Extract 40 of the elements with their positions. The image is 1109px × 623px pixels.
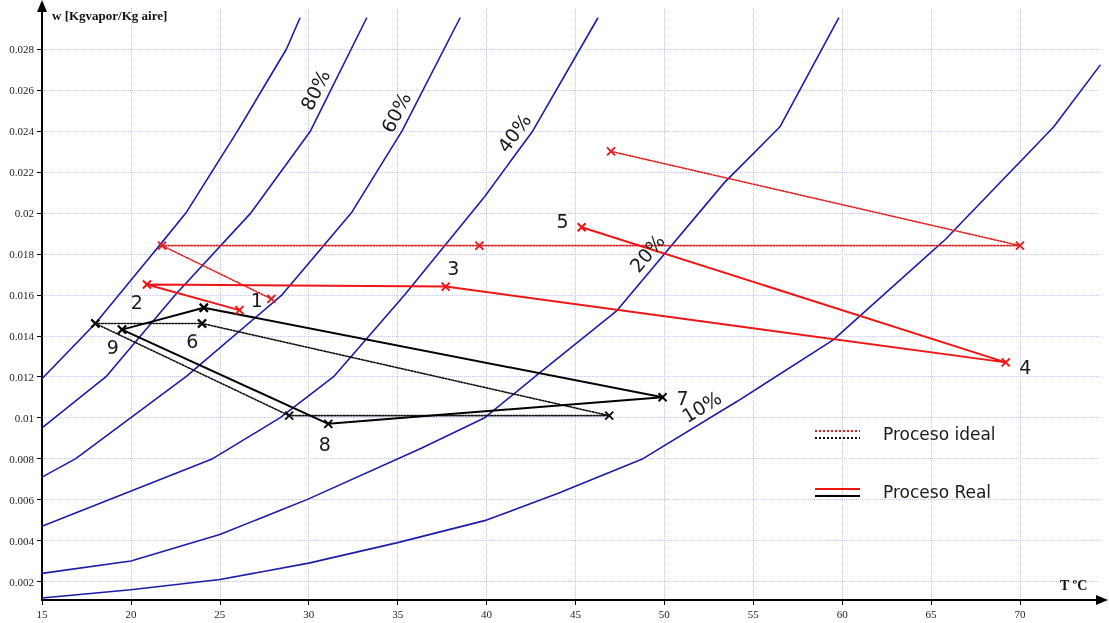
y-tick-label: 0.008 bbox=[9, 452, 35, 465]
y-tick-label: 0.014 bbox=[9, 329, 35, 342]
x-tick-label: 50 bbox=[658, 607, 671, 620]
y-tick-label: 0.022 bbox=[9, 165, 34, 178]
x-tick-label: 65 bbox=[925, 607, 938, 620]
y-tick-label: 0.002 bbox=[9, 575, 34, 588]
x-tick-label: 15 bbox=[36, 607, 48, 620]
x-axis-title: T ºC bbox=[1060, 577, 1088, 593]
x-tick-label: 35 bbox=[392, 607, 404, 620]
y-tick-label: 0.02 bbox=[14, 206, 34, 219]
y-tick-label: 0.012 bbox=[9, 370, 34, 383]
annotation: 80% bbox=[295, 66, 335, 114]
x-tick-label: 60 bbox=[836, 607, 849, 620]
y-tick-label: 0.006 bbox=[9, 493, 35, 506]
annotation: 9 bbox=[106, 336, 119, 359]
annotation: 4 bbox=[1019, 355, 1032, 378]
y-tick-label: 0.004 bbox=[9, 534, 35, 547]
x-tick-label: 45 bbox=[569, 607, 582, 620]
y-tick-label: 0.024 bbox=[9, 124, 35, 137]
annotation: 2 bbox=[130, 290, 143, 313]
annotation: 5 bbox=[556, 210, 569, 233]
annotation: 6 bbox=[186, 329, 199, 352]
y-tick-label: 0.016 bbox=[9, 288, 35, 301]
x-tick-label: 55 bbox=[747, 607, 760, 620]
annotation: 3 bbox=[447, 257, 460, 280]
annotation: 1 bbox=[250, 289, 263, 312]
x-tick-label: 30 bbox=[303, 607, 315, 620]
y-axis-title: w [Kgvapor/Kg aire] bbox=[52, 8, 168, 23]
annotation: 60% bbox=[376, 88, 416, 137]
y-tick-label: 0.028 bbox=[9, 42, 35, 55]
x-tick-label: 25 bbox=[214, 607, 226, 620]
y-tick-label: 0.026 bbox=[9, 83, 35, 96]
legend-label: Proceso ideal bbox=[883, 424, 996, 444]
x-tick-label: 70 bbox=[1014, 607, 1026, 620]
annotation: 8 bbox=[318, 432, 331, 455]
y-tick-label: 0.018 bbox=[9, 247, 35, 260]
x-tick-label: 40 bbox=[481, 607, 493, 620]
x-tick-label: 20 bbox=[125, 607, 137, 620]
y-tick-label: 0.01 bbox=[14, 411, 34, 424]
legend-label: Proceso Real bbox=[883, 482, 992, 502]
